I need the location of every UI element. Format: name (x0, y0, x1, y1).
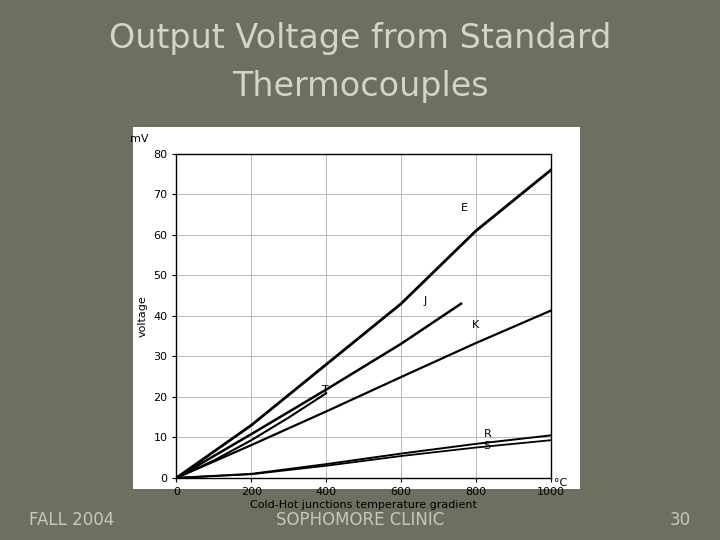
X-axis label: Cold-Hot junctions temperature gradient: Cold-Hot junctions temperature gradient (250, 500, 477, 510)
Text: R: R (483, 429, 491, 438)
Text: FALL 2004: FALL 2004 (29, 511, 114, 529)
Text: S: S (483, 441, 490, 451)
Text: Thermocouples: Thermocouples (232, 70, 488, 103)
Text: E: E (461, 202, 468, 213)
Text: J: J (423, 296, 427, 306)
Text: SOPHOMORE CLINIC: SOPHOMORE CLINIC (276, 511, 444, 529)
Text: °C: °C (554, 478, 567, 488)
Text: K: K (472, 320, 480, 330)
Text: T: T (323, 385, 329, 395)
Y-axis label: voltage: voltage (138, 295, 148, 337)
Text: 30: 30 (670, 511, 691, 529)
Text: mV: mV (130, 134, 148, 144)
Text: Output Voltage from Standard: Output Voltage from Standard (109, 22, 611, 55)
